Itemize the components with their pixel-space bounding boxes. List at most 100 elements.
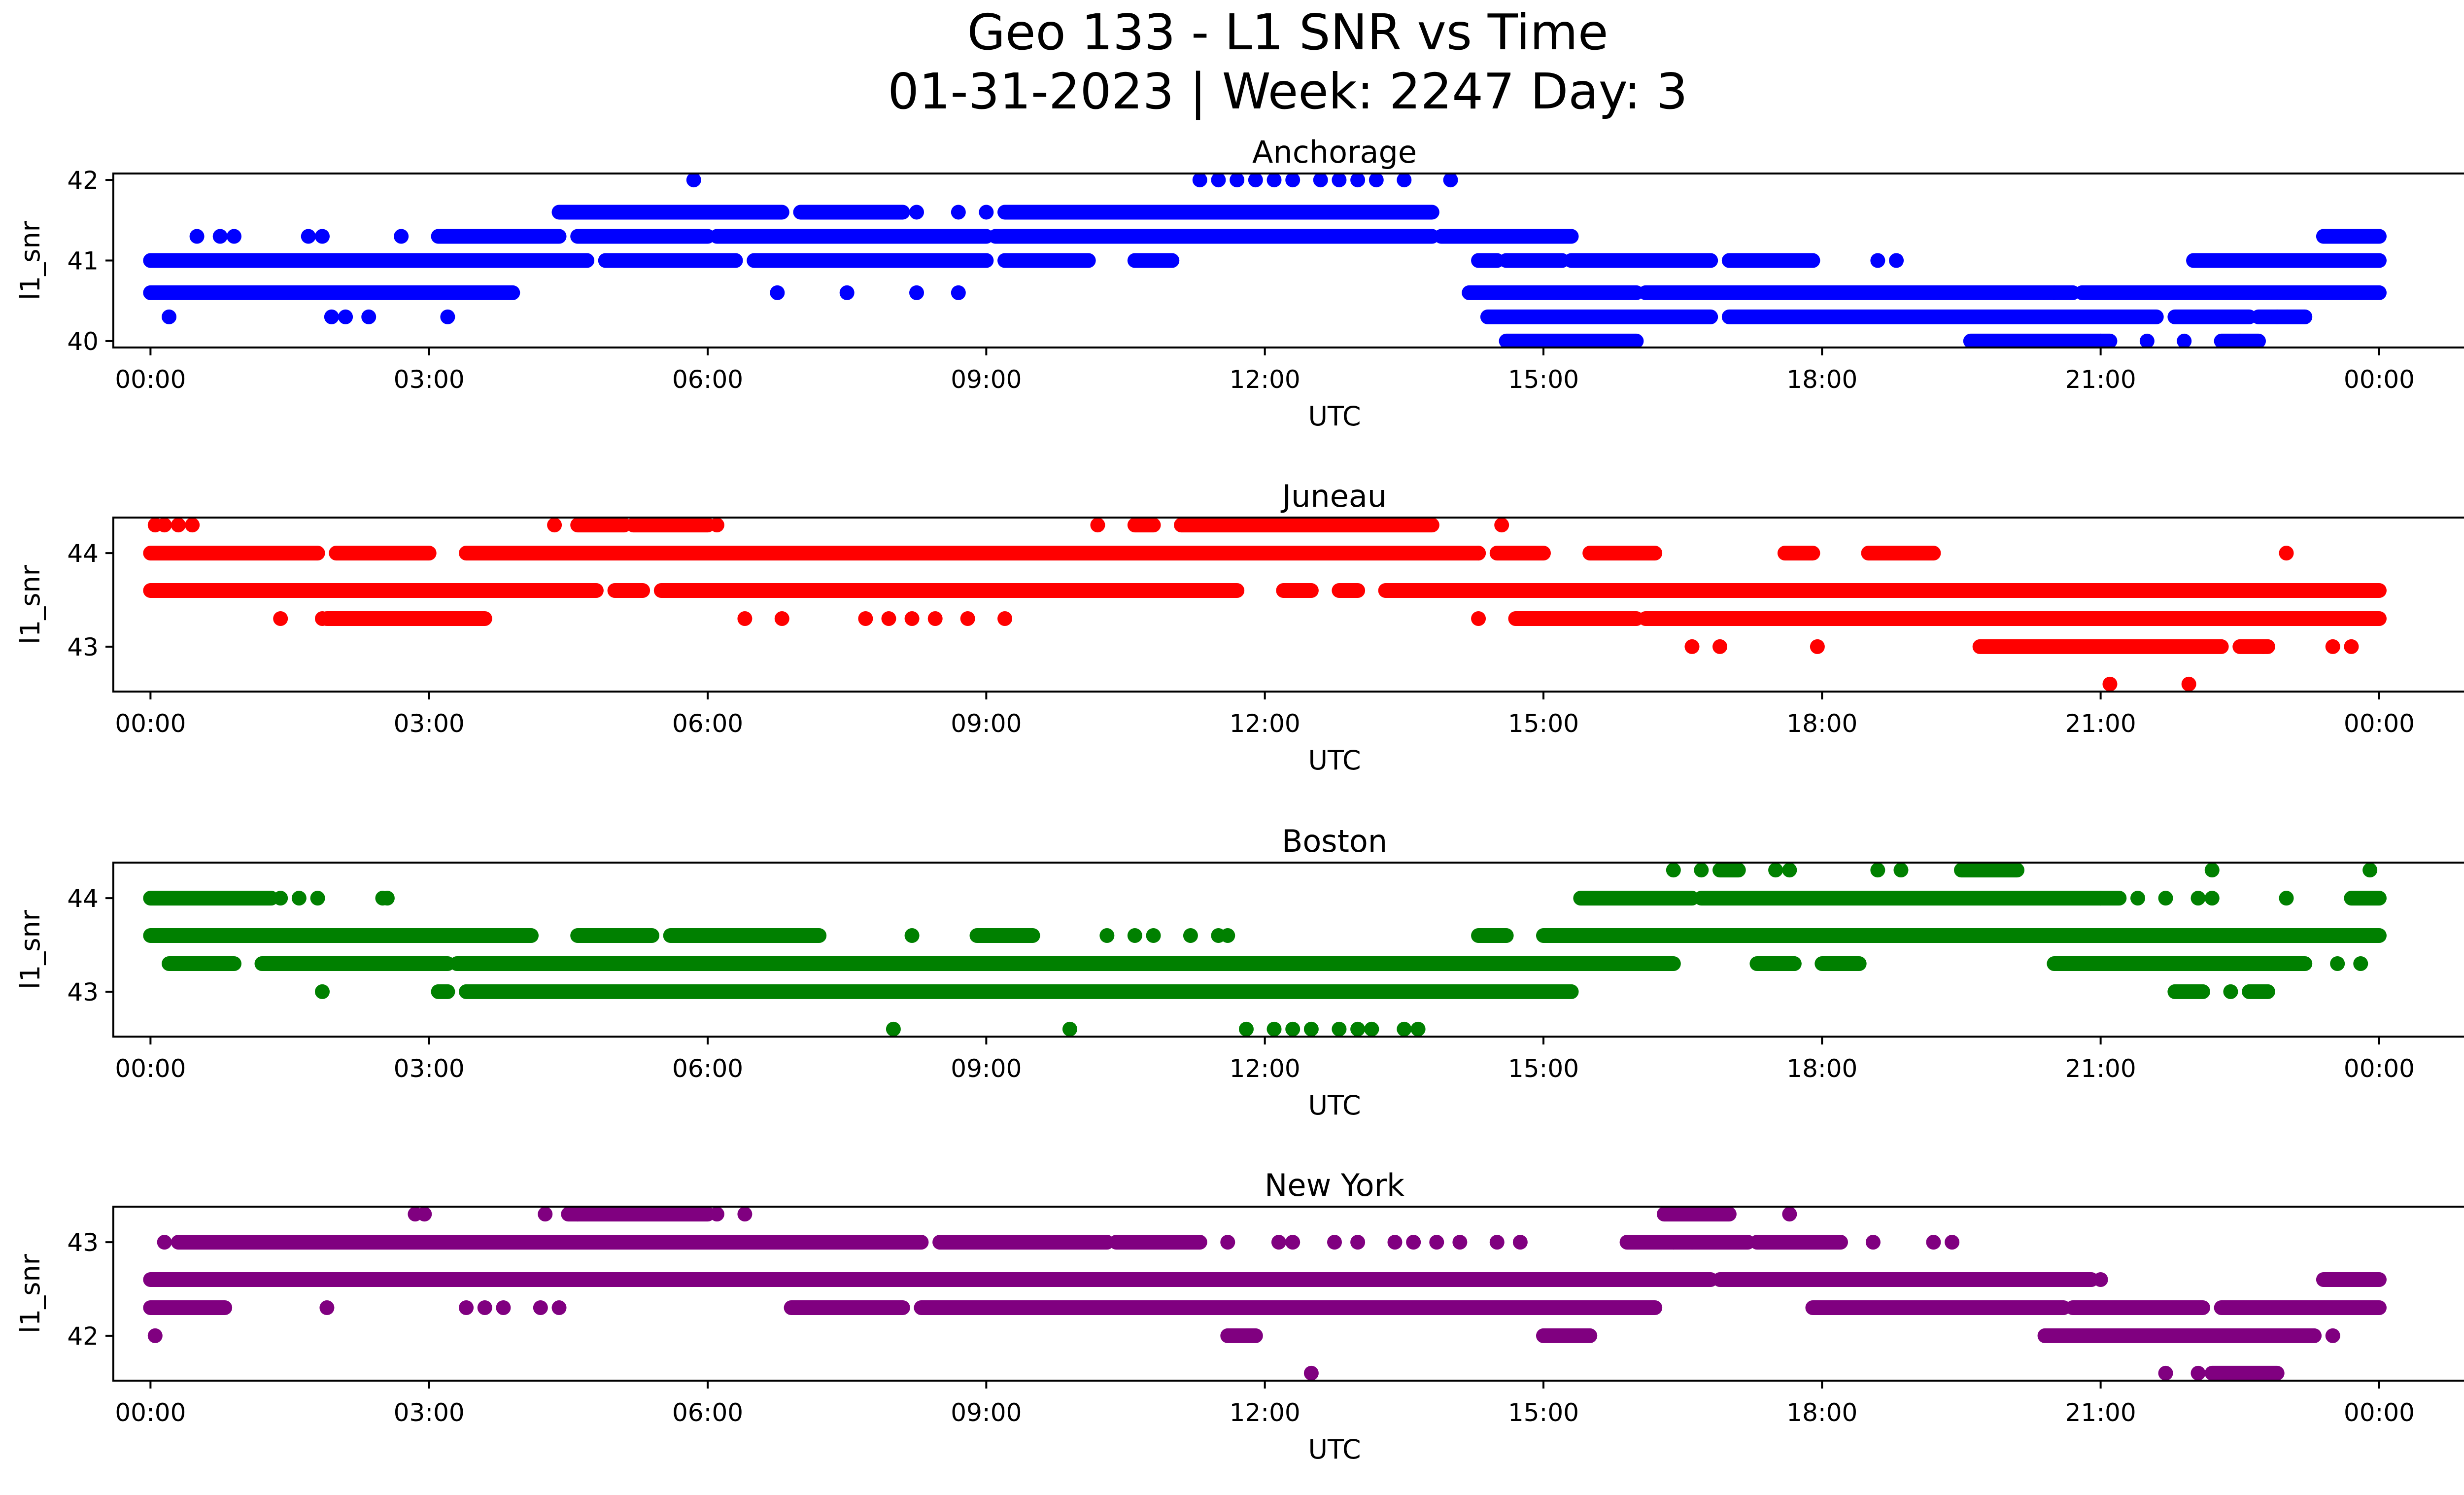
x-tick-label: 06:00 [672,709,743,738]
data-point [858,611,873,626]
x-tick-label: 18:00 [1786,709,1857,738]
marker-group [143,1207,2387,1381]
data-point-run [1573,891,1700,906]
data-point [2093,891,2108,906]
data-point-run [2074,285,2387,300]
data-point [2204,891,2220,906]
data-point [927,611,943,626]
data-point-run [747,253,994,268]
data-point-run [914,1300,1663,1315]
data-point-run [626,518,716,533]
marker-group [143,173,2387,348]
data-point-run [1629,253,1718,268]
data-point [301,229,316,244]
data-point-run [663,928,827,943]
data-point [1332,1021,1347,1037]
data-point-run [1127,518,1161,533]
data-point [1512,1235,1528,1250]
data-point [1494,518,1509,533]
data-point-run [2204,1365,2285,1381]
data-point-run [1471,928,1514,943]
subplots: Anchorage 00:00 03:00 06:00 09:00 12:00 15:00 1… [15,134,2464,1465]
data-point [1489,1235,1505,1250]
data-point [1582,956,1598,971]
data-point [1712,639,1728,654]
data-point [737,1207,753,1222]
data-point [459,1300,474,1315]
data-point [1327,1235,1342,1250]
data-point [496,1300,511,1315]
x-tick-label: 15:00 [1508,709,1579,738]
data-point-run [561,1207,716,1222]
y-tick-label: 43 [67,1228,99,1257]
data-point [2139,333,2155,348]
data-point [314,984,330,999]
data-point [1429,1235,1444,1250]
data-point-run [319,611,492,626]
data-point [291,891,307,906]
x-tick-label: 18:00 [1786,1054,1857,1083]
data-point [314,611,330,626]
data-point [2232,583,2248,598]
plot-frame [112,517,2464,693]
data-point [770,285,785,300]
data-point-run [570,518,632,533]
data-point-run [1536,928,2387,943]
data-point [2232,333,2248,348]
plot-frame [112,862,2464,1038]
data-point-run [1499,253,1570,268]
y-tick-label: 41 [67,247,99,276]
data-point [951,205,966,220]
data-point [881,611,896,626]
data-point-run [329,546,437,561]
data-point [1870,863,1885,878]
data-point-run [598,253,743,268]
data-point [737,611,753,626]
data-point-run [459,546,1486,561]
data-point [1062,1021,1077,1037]
data-point [1099,928,1115,943]
data-point-run [143,1272,1718,1287]
data-point [1183,928,1198,943]
data-point-run [2316,229,2387,244]
data-point [997,611,1013,626]
data-point-run [2214,1300,2387,1315]
data-point-run [1582,546,1663,561]
data-point [157,518,172,533]
y-axis-label: l1_snr [15,909,46,989]
data-point [273,611,288,626]
data-point [709,1207,724,1222]
data-point-run [551,205,789,220]
data-point-run [1712,863,1746,878]
data-point-run [1536,1328,1598,1343]
data-point-run [997,205,1439,220]
data-point-run [2037,1328,2322,1343]
data-point [1238,1021,1254,1037]
data-point [1369,173,1384,188]
data-point [1211,173,1226,188]
data-point-run [997,253,1096,268]
data-point-run [143,891,279,906]
x-tick-label: 09:00 [951,1054,1022,1083]
data-point-run [1378,583,2387,598]
data-point [547,518,562,533]
figure-subtitle: 01-31-2023 | Week: 2247 Day: 3 [888,63,1687,120]
data-point [2190,891,2206,906]
x-tick-label: 12:00 [1230,1398,1300,1427]
data-point [319,1300,335,1315]
x-tick-label: 00:00 [2344,709,2415,738]
data-point [839,285,855,300]
data-point-run [2242,984,2275,999]
data-point [2353,956,2368,971]
data-point [960,611,975,626]
data-point-run [2047,956,2313,971]
data-point [440,309,455,324]
data-point [1350,1235,1366,1250]
y-tick-label: 42 [67,166,99,195]
data-point [1303,1021,1319,1037]
data-point [1350,173,1366,188]
data-point [774,611,789,626]
data-point-run [709,229,994,244]
data-point [1684,639,1700,654]
x-tick-label: 06:00 [672,1398,743,1427]
